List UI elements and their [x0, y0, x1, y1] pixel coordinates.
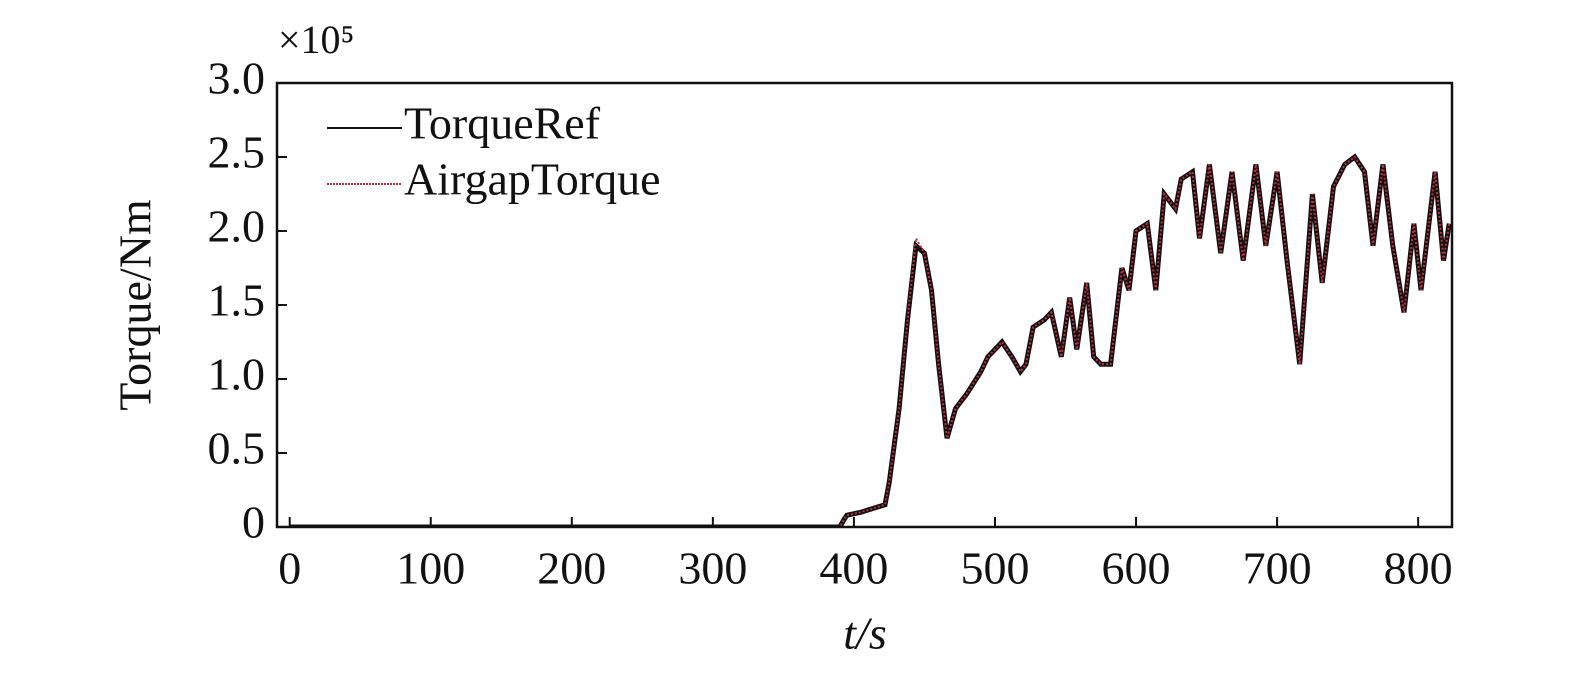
y-tick-label: 2.5 [208, 127, 266, 178]
series-line [289, 153, 1452, 527]
x-tick-label: 500 [960, 543, 1029, 594]
x-tick-label: 800 [1384, 543, 1453, 594]
legend-label: TorqueRef [404, 98, 601, 149]
x-tick-label: 600 [1102, 543, 1171, 594]
y-tick-label: 1.0 [208, 349, 266, 400]
y-tick-label: 1.5 [208, 275, 266, 326]
x-tick-label: 300 [678, 543, 747, 594]
plot-frame [275, 81, 1454, 529]
y-multiplier: ×10⁵ [278, 17, 355, 62]
series-line [289, 155, 1451, 527]
x-axis-label: t/s [843, 608, 886, 659]
y-tick-label: 0.5 [208, 423, 266, 474]
x-tick-label: 700 [1243, 543, 1312, 594]
x-tick-label: 400 [819, 543, 888, 594]
y-tick-label: 3.0 [208, 53, 266, 104]
x-tick-label: 200 [537, 543, 606, 594]
y-tick-label: 2.0 [208, 201, 266, 252]
y-tick-label: 0 [242, 497, 265, 548]
y-axis-label: Torque/Nm [110, 199, 161, 411]
x-tick-label: 100 [396, 543, 465, 594]
x-tick-label: 0 [278, 543, 301, 594]
legend-label: AirgapTorque [404, 154, 661, 205]
